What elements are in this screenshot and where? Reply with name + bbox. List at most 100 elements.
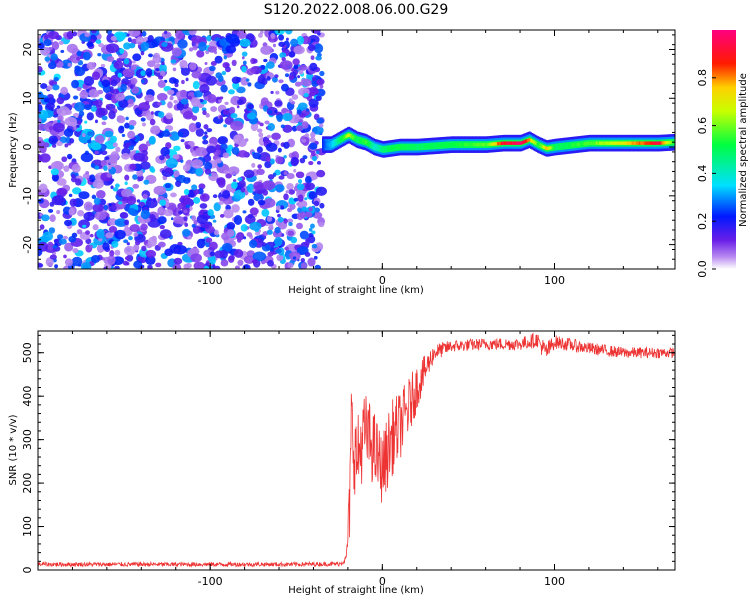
- noise-blob: [274, 30, 285, 36]
- noise-blob: [147, 236, 157, 247]
- signal-band-segment: [512, 141, 515, 145]
- signal-band-segment: [660, 141, 663, 145]
- noise-blob: [107, 255, 116, 265]
- noise-blob: [52, 245, 58, 249]
- noise-blob: [226, 221, 236, 230]
- noise-blob: [91, 194, 97, 200]
- snr-x-ticks: -100 0 100: [37, 331, 659, 588]
- signal-band-segment: [604, 141, 607, 145]
- noise-blob: [101, 115, 108, 121]
- noise-blob: [102, 242, 110, 251]
- signal-band-segment: [479, 142, 482, 147]
- colorbar-tick-label: 0.6: [696, 117, 709, 135]
- noise-blob: [201, 238, 206, 242]
- signal-band-segment: [400, 145, 403, 149]
- signal-band-segment: [339, 137, 342, 142]
- signal-band-segment: [495, 142, 498, 146]
- signal-band-segment: [560, 144, 563, 149]
- noise-blob: [110, 185, 114, 190]
- noise-blob: [153, 52, 160, 59]
- signal-band-segment: [612, 141, 615, 145]
- noise-blob: [91, 255, 101, 263]
- signal-band-segment: [459, 142, 462, 147]
- noise-blob: [263, 198, 276, 208]
- signal-band-segment: [619, 141, 622, 145]
- noise-blob: [188, 47, 194, 52]
- noise-blob: [157, 111, 165, 118]
- signal-band-segment: [638, 141, 641, 145]
- noise-blob: [48, 125, 53, 131]
- noise-blob: [136, 199, 141, 203]
- noise-blob: [253, 193, 264, 202]
- noise-blob: [220, 84, 228, 93]
- noise-blob: [297, 75, 301, 79]
- noise-blob: [155, 68, 160, 72]
- signal-band-segment: [527, 138, 530, 142]
- noise-blob: [301, 138, 307, 143]
- noise-blob: [256, 168, 265, 176]
- signal-band-segment: [553, 145, 556, 149]
- snr-ytick-label: 300: [21, 429, 34, 450]
- noise-blob: [274, 226, 281, 234]
- noise-blob: [253, 181, 264, 191]
- noise-blob: [298, 118, 304, 123]
- noise-blob: [78, 219, 90, 229]
- noise-blob: [95, 134, 105, 145]
- signal-band-segment: [629, 141, 632, 145]
- noise-blob: [240, 187, 246, 193]
- signal-band-segment: [653, 141, 656, 145]
- noise-blob: [221, 70, 227, 76]
- noise-blob: [105, 232, 114, 239]
- noise-blob: [256, 128, 263, 133]
- noise-blob: [228, 89, 235, 95]
- noise-blob: [280, 124, 286, 129]
- noise-blob: [110, 79, 118, 87]
- noise-blob: [227, 255, 235, 263]
- signal-band-segment: [417, 145, 420, 149]
- noise-blob: [108, 110, 116, 120]
- noise-blob: [152, 197, 157, 203]
- colorbar-ticks: 0.0 0.2 0.4 0.6 0.8: [696, 69, 716, 278]
- noise-blob: [84, 104, 92, 111]
- noise-blob: [249, 44, 254, 48]
- noise-blob: [141, 245, 147, 252]
- noise-blob: [228, 106, 236, 115]
- noise-blob: [69, 138, 75, 144]
- signal-band-segment: [620, 141, 623, 145]
- signal-band-segment: [334, 140, 337, 145]
- noise-blob: [129, 163, 137, 170]
- noise-blob: [245, 78, 250, 82]
- noise-blob: [56, 96, 65, 105]
- noise-blob: [223, 55, 227, 60]
- noise-blob: [169, 244, 182, 254]
- noise-blob: [110, 178, 115, 182]
- noise-blob: [265, 61, 275, 69]
- noise-blob: [262, 231, 269, 236]
- noise-blob: [297, 102, 308, 111]
- noise-blob: [300, 262, 308, 269]
- noise-blob: [169, 95, 174, 101]
- signal-band-segment: [480, 142, 483, 147]
- noise-blob: [96, 190, 106, 199]
- noise-blob: [233, 215, 243, 225]
- signal-band-segment: [663, 141, 666, 145]
- signal-band-segment: [481, 142, 484, 147]
- signal-band-segment: [352, 135, 355, 140]
- signal-band-segment: [349, 134, 352, 138]
- signal-band-segment: [323, 142, 326, 147]
- noise-blob: [44, 56, 51, 62]
- noise-blob: [38, 263, 44, 268]
- noise-blob: [247, 213, 254, 219]
- signal-band-segment: [556, 145, 559, 149]
- signal-band-segment: [474, 142, 477, 147]
- noise-blob: [191, 70, 202, 79]
- noise-blob: [53, 111, 57, 116]
- noise-blob: [157, 241, 166, 248]
- signal-band-segment: [421, 145, 424, 149]
- noise-blob: [96, 228, 105, 239]
- noise-blob: [105, 43, 120, 54]
- noise-blob: [137, 218, 143, 223]
- noise-blob: [77, 120, 82, 125]
- noise-blob: [236, 99, 244, 106]
- noise-blob: [170, 59, 177, 64]
